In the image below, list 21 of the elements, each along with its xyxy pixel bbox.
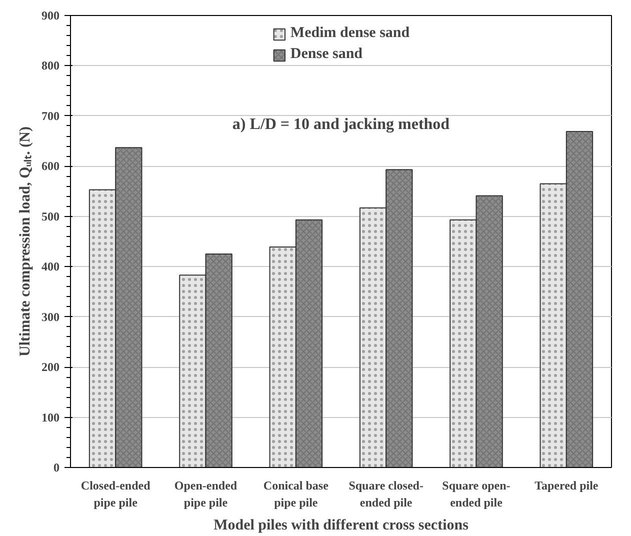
y-axis-title: Ultimate compression load, Qᵤₗₜ. (N) [18, 126, 34, 356]
legend-label: Medim dense sand [290, 25, 410, 42]
y-tick-label: 400 [42, 260, 60, 274]
y-tick-label: 700 [42, 108, 60, 123]
y-tick-label: 900 [42, 8, 60, 22]
y-tick-label: 100 [42, 410, 60, 424]
y-tick-label: 200 [42, 360, 60, 374]
x-tick-label: Closed-ended pipe pile [80, 478, 151, 510]
y-tick-label: 600 [42, 159, 60, 174]
y-tick-label: 500 [42, 209, 60, 224]
x-tick-label: Square closed- ended pile [348, 478, 424, 510]
x-axis-title: Model piles with different cross sections [214, 517, 469, 534]
x-tick-label: Open-ended pipe pile [174, 478, 238, 510]
x-tick-label: Conical base pipe pile [263, 478, 330, 510]
x-tick-label: Square open- ended pile [442, 478, 510, 510]
y-tick-label: 800 [42, 58, 60, 73]
x-tick-label: Tapered pile [534, 478, 599, 492]
annotation: a) L/D = 10 and jacking method [232, 116, 450, 134]
legend-label: Dense sand [290, 46, 363, 63]
y-tick-label: 0 [54, 460, 60, 474]
y-tick-label: 300 [42, 310, 60, 324]
